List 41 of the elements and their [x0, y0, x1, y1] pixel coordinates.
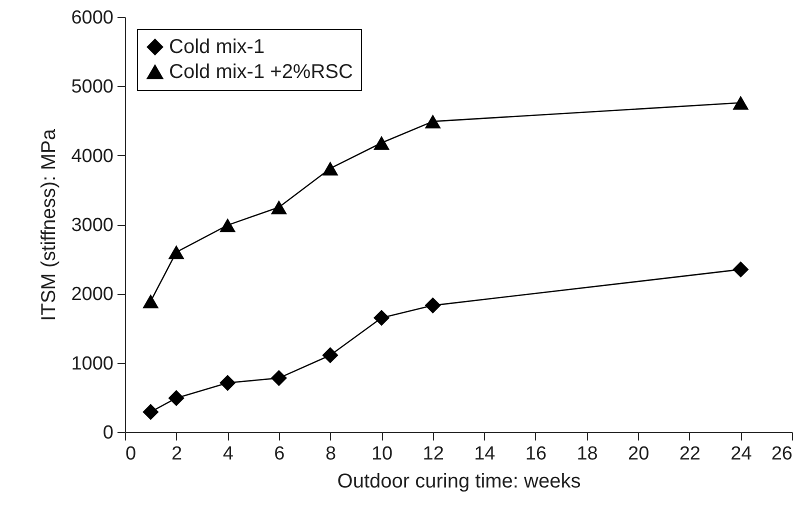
- y-tick-label: 0: [102, 422, 114, 444]
- x-tick-label: 2: [172, 444, 182, 464]
- x-tick-label: 6: [274, 444, 285, 464]
- x-tick-label: 14: [474, 444, 496, 464]
- point: [142, 404, 159, 420]
- point: [424, 297, 441, 314]
- x-tick-label: 4: [222, 444, 234, 464]
- x-tick-label: 22: [679, 444, 700, 464]
- point: [220, 218, 236, 232]
- x-tick-label: 18: [576, 444, 598, 464]
- y-tick-label: 3000: [71, 215, 114, 236]
- point: [424, 114, 441, 128]
- point: [220, 374, 236, 391]
- x-tick-label: 12: [422, 444, 444, 464]
- point: [168, 390, 184, 406]
- point: [373, 136, 390, 150]
- y-tick-label: 2000: [71, 284, 114, 306]
- x-tick-label: 24: [730, 444, 752, 464]
- point: [732, 96, 749, 110]
- x-tick-label: 16: [525, 444, 547, 464]
- y-tick-label: 6000: [71, 8, 114, 28]
- point: [322, 347, 338, 364]
- legend-label: Cold mix-1: [169, 36, 265, 58]
- x-tick-label: 26: [771, 444, 792, 464]
- point: [373, 310, 390, 326]
- legend-label: Cold mix-1 +2%RSC: [169, 61, 353, 83]
- x-tick-label: 8: [325, 444, 336, 464]
- x-tick-label: 20: [628, 444, 650, 464]
- x-axis-title: Outdoor curing time: weeks: [337, 470, 581, 492]
- x-tick-label: 0: [126, 444, 136, 464]
- point: [732, 261, 749, 278]
- point: [270, 370, 287, 386]
- y-tick-label: 1000: [71, 353, 114, 374]
- y-axis-title: ITSM (stiffness): MPa: [38, 128, 60, 321]
- point: [322, 161, 338, 176]
- y-tick-label: 4000: [71, 146, 114, 167]
- point: [142, 294, 159, 308]
- x-tick-label: 10: [371, 444, 393, 464]
- point: [270, 200, 287, 214]
- y-tick-label: 5000: [71, 76, 114, 98]
- point: [168, 245, 184, 260]
